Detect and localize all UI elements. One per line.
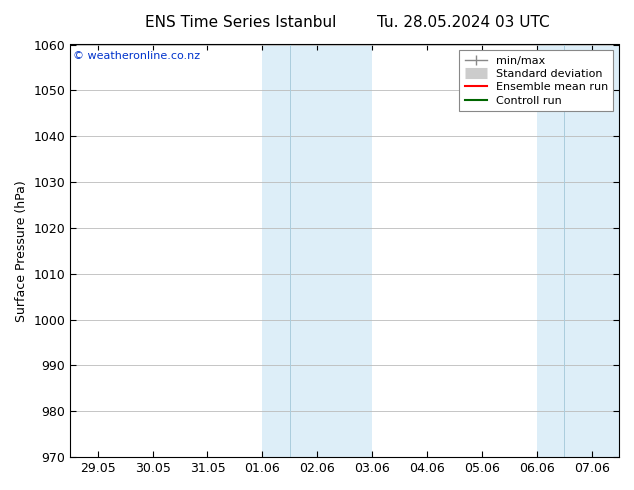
Text: © weatheronline.co.nz: © weatheronline.co.nz [73,50,200,61]
Text: Tu. 28.05.2024 03 UTC: Tu. 28.05.2024 03 UTC [377,15,549,30]
Text: ENS Time Series Istanbul: ENS Time Series Istanbul [145,15,337,30]
Legend: min/max, Standard deviation, Ensemble mean run, Controll run: min/max, Standard deviation, Ensemble me… [459,50,614,111]
Bar [537,45,619,457]
Bar [262,45,372,457]
Y-axis label: Surface Pressure (hPa): Surface Pressure (hPa) [15,180,28,322]
